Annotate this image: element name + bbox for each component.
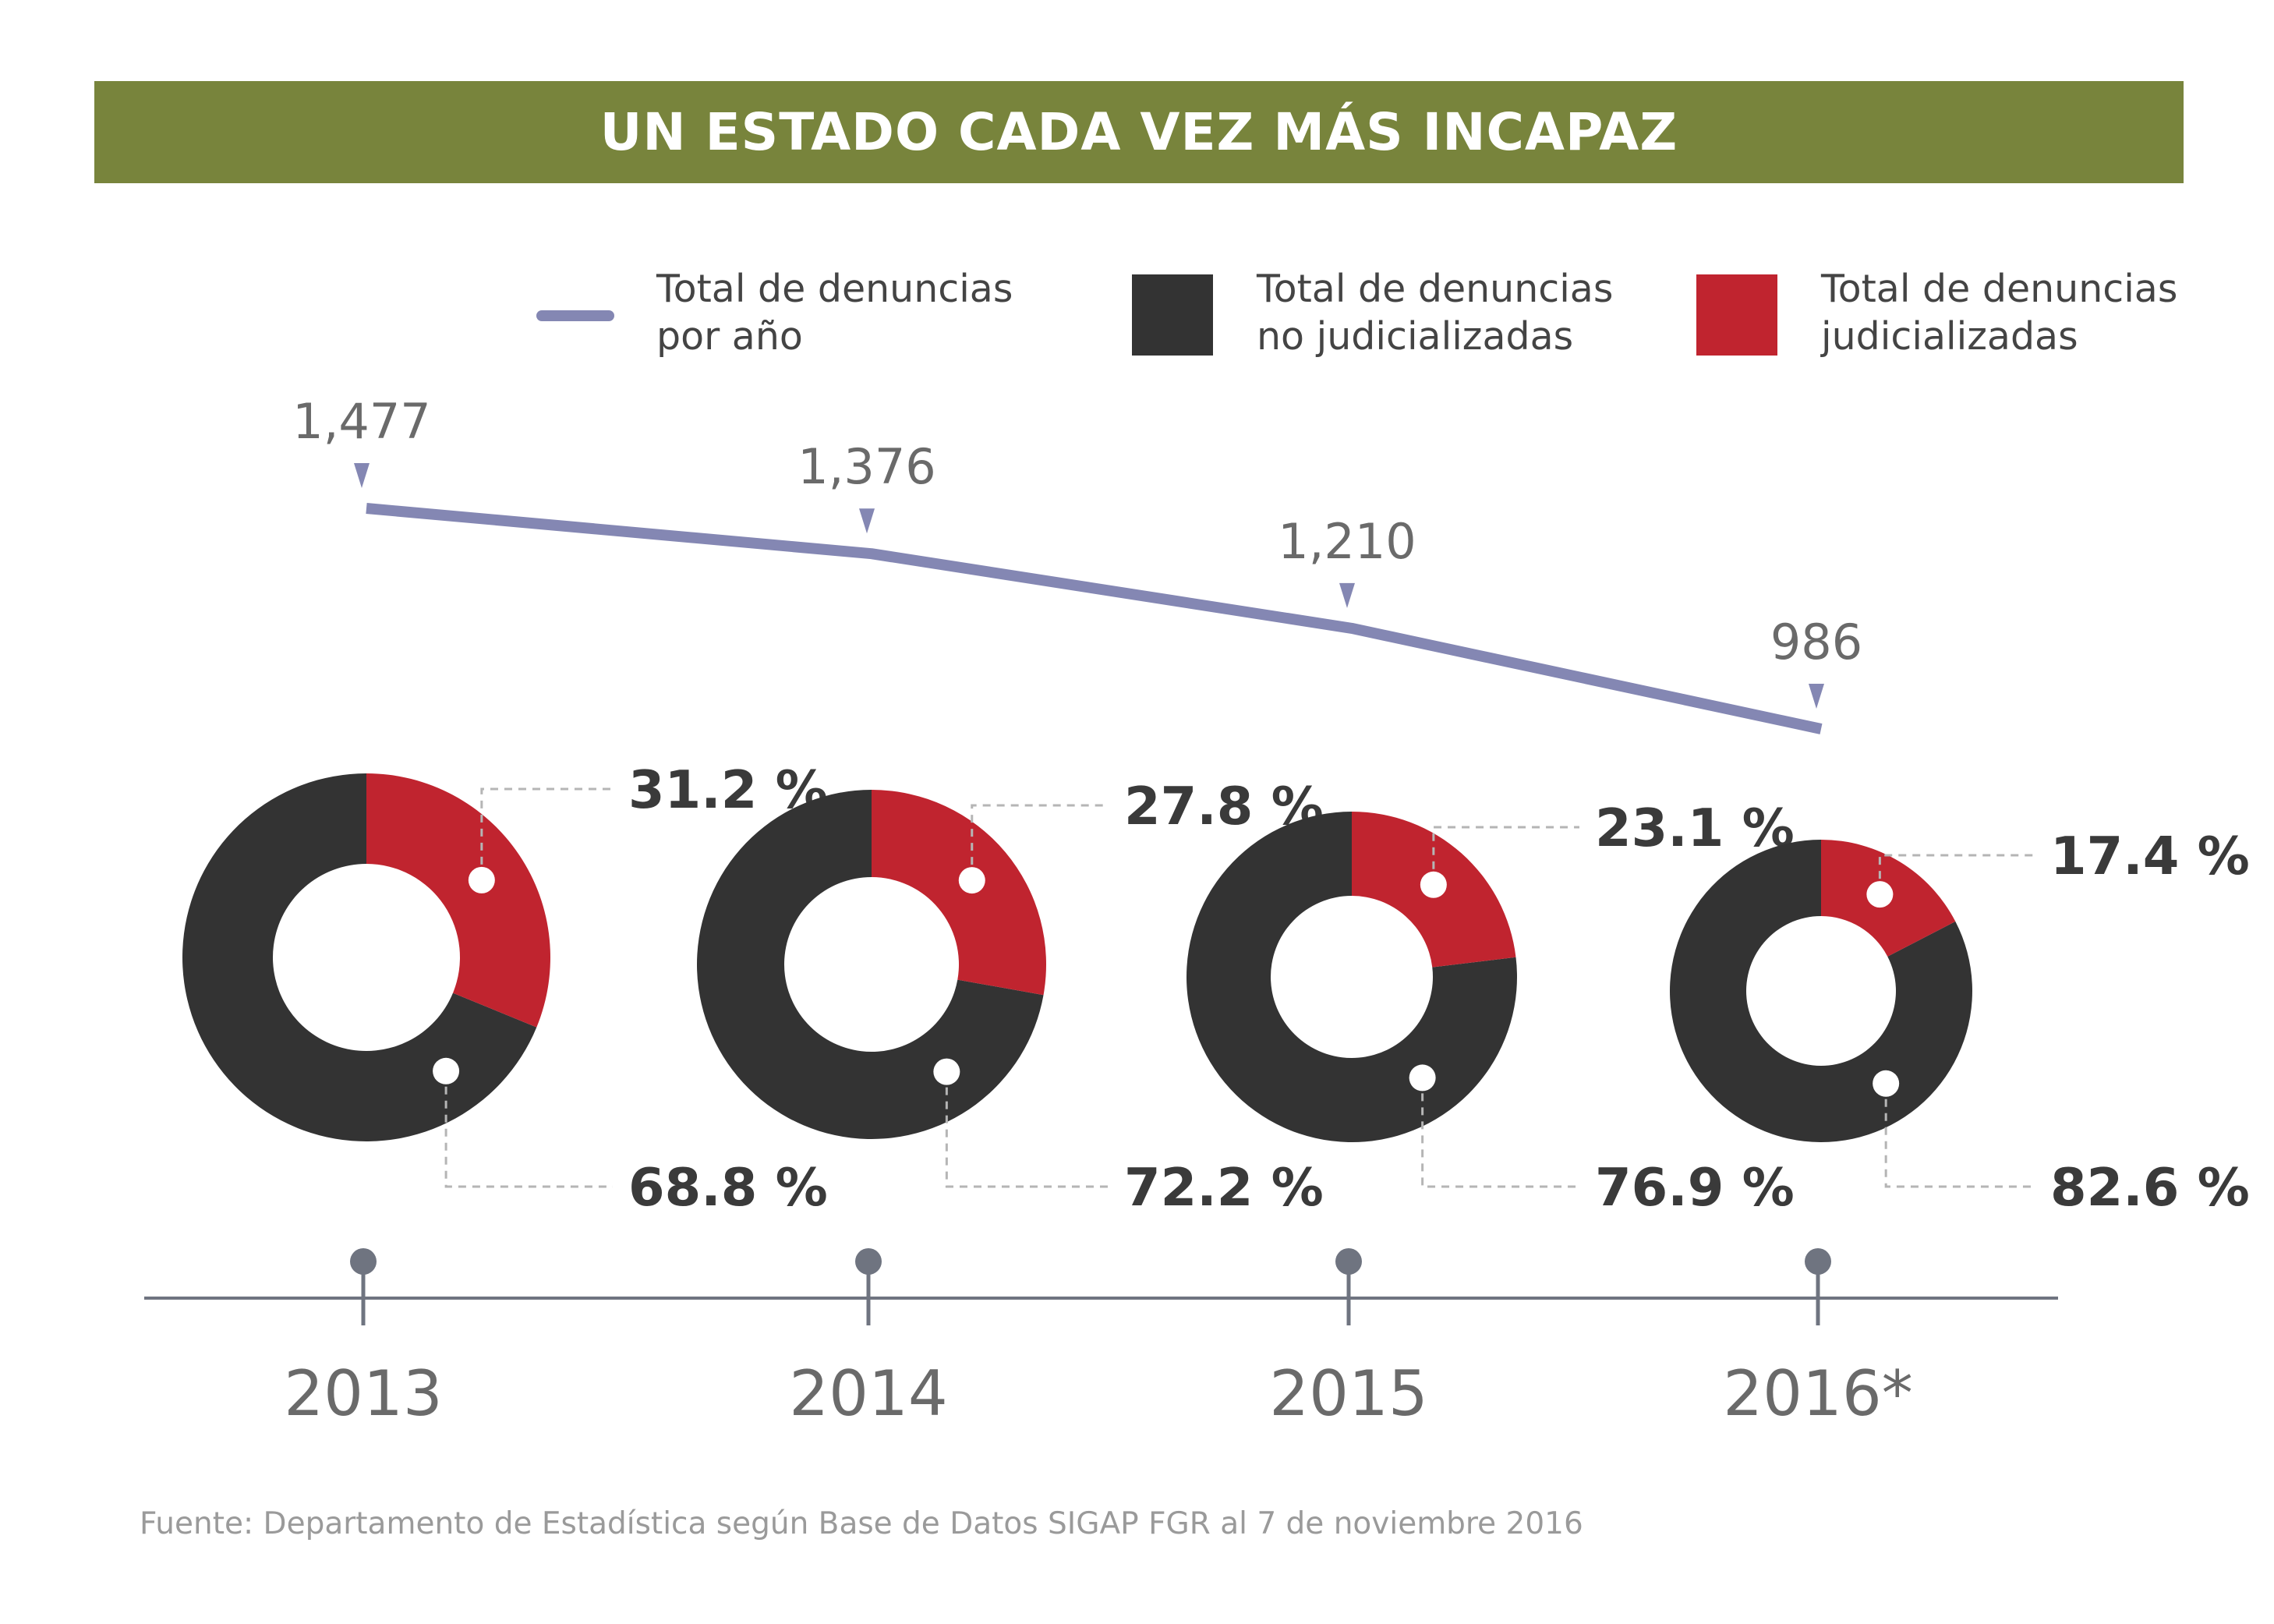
- legend-label-line: no judicializadas: [1257, 314, 1574, 359]
- legend-label-line: Total de denuncias: [1257, 267, 1614, 311]
- total-value-label: 1,477: [292, 393, 431, 450]
- leader-line-judicializadas: [480, 787, 613, 865]
- pct-label-no-judicializadas: 68.8 %: [628, 1157, 828, 1218]
- slice-no-judicializadas: [182, 773, 537, 1141]
- leader-line-no-judicializadas: [1884, 1099, 2035, 1188]
- leader-line-no-judicializadas: [444, 1086, 613, 1188]
- legend-label-no-judicializadas: Total de denuncias no judicializadas: [1257, 265, 1613, 360]
- pct-label-judicializadas: 23.1 %: [1595, 798, 1795, 858]
- value-pointer-marker: [1809, 684, 1824, 709]
- pct-label-no-judicializadas: 72.2 %: [1124, 1157, 1324, 1218]
- chart-title: UN ESTADO CADA VEZ MÁS INCAPAZ: [599, 102, 1678, 162]
- slice-dot-no-judicializadas: [1873, 1070, 1900, 1097]
- legend-label-total: Total de denuncias por año: [656, 265, 1013, 360]
- leader-line-no-judicializadas: [1421, 1093, 1579, 1188]
- year-label: 2013: [284, 1357, 443, 1430]
- slice-judicializadas: [872, 790, 1046, 996]
- year-label: 2016*: [1723, 1357, 1913, 1430]
- pct-label-judicializadas: 17.4 %: [2050, 826, 2250, 886]
- value-pointer-marker: [859, 508, 875, 534]
- legend-square-marker: [1696, 274, 1777, 356]
- value-pointer-marker: [1339, 582, 1355, 608]
- legend-label-line: Total de denuncias: [1821, 267, 2178, 311]
- legend-square-marker: [1132, 274, 1213, 356]
- year-tick-dot: [1805, 1248, 1831, 1275]
- slice-no-judicializadas: [697, 790, 1044, 1140]
- year-tick-dot: [855, 1248, 882, 1275]
- slice-no-judicializadas: [1670, 840, 1972, 1142]
- legend-label-judicializadas: Total de denuncias judicializadas: [1821, 265, 2177, 360]
- leader-line-judicializadas: [971, 804, 1109, 865]
- total-value-label: 986: [1770, 614, 1862, 670]
- leader-line-no-judicializadas: [945, 1087, 1109, 1188]
- total-value-label: 1,376: [797, 438, 936, 495]
- slice-judicializadas: [366, 773, 550, 1028]
- year-tick-dot: [1335, 1248, 1362, 1275]
- pct-label-no-judicializadas: 82.6 %: [2050, 1157, 2250, 1218]
- legend-label-line: Total de denuncias: [656, 267, 1013, 311]
- legend-label-line: por año: [656, 314, 803, 359]
- slice-dot-judicializadas: [468, 866, 495, 893]
- donut-2016: 17.4 % 82.6 %: [1670, 826, 2250, 1218]
- donut-2014: 27.8 %72.2 %: [697, 776, 1324, 1218]
- slice-dot-no-judicializadas: [1409, 1064, 1436, 1092]
- value-pointer-marker: [354, 463, 370, 488]
- slice-dot-judicializadas: [958, 867, 985, 894]
- legend-label-line: judicializadas: [1821, 314, 2078, 359]
- leader-line-judicializadas: [1878, 854, 2035, 879]
- slice-no-judicializadas: [1186, 812, 1517, 1142]
- year-label: 2014: [789, 1357, 948, 1430]
- slice-dot-judicializadas: [1866, 881, 1894, 908]
- legend-line-marker: [536, 310, 614, 321]
- year-tick-dot: [350, 1248, 377, 1275]
- slice-dot-no-judicializadas: [433, 1057, 460, 1084]
- source-note: Fuente: Departamento de Estadística segú…: [140, 1506, 1583, 1541]
- year-label: 2015: [1269, 1357, 1428, 1430]
- donut-2015: 23.1 % 76.9 %: [1186, 798, 1795, 1218]
- total-value-label: 1,210: [1278, 513, 1416, 570]
- slice-dot-judicializadas: [1420, 871, 1447, 898]
- slice-dot-no-judicializadas: [933, 1058, 960, 1085]
- title-bar: UN ESTADO CADA VEZ MÁS INCAPAZ: [94, 81, 2184, 183]
- series-line-total: [366, 503, 1823, 734]
- pct-label-no-judicializadas: 76.9 %: [1595, 1157, 1795, 1218]
